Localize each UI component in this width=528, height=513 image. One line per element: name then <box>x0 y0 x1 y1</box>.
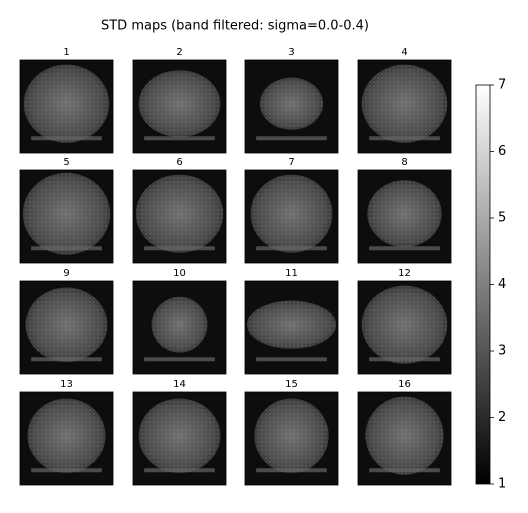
panel-frame <box>132 280 227 375</box>
panel-title: 16 <box>398 379 411 390</box>
panel-frame <box>132 169 227 264</box>
colorbar-tick-label: 7 <box>498 78 506 93</box>
panel-table <box>144 357 215 362</box>
panel-texture <box>22 172 111 255</box>
panel-texture <box>254 398 329 473</box>
panel-title: 11 <box>285 268 298 279</box>
panel-texture <box>246 300 337 349</box>
panel-title: 8 <box>401 157 407 168</box>
panel-title: 4 <box>401 47 407 58</box>
panel-frame <box>244 280 339 375</box>
panel-texture <box>367 180 442 248</box>
panel-title: 2 <box>176 47 182 58</box>
panel-texture <box>361 285 448 364</box>
panel-title: 12 <box>398 268 411 279</box>
panel-texture <box>23 64 110 143</box>
panel-table <box>31 357 102 362</box>
panel-table <box>31 468 102 473</box>
panel-texture <box>151 296 208 353</box>
panel-texture <box>25 287 108 362</box>
panel-table <box>369 468 440 473</box>
panel-title: 13 <box>60 379 73 390</box>
panel-table <box>256 357 327 362</box>
panel-table <box>144 246 215 251</box>
colorbar-tick-label: 5 <box>498 211 506 226</box>
panel-title: 1 <box>63 47 69 58</box>
panel-table <box>256 468 327 473</box>
panel-frame <box>244 391 339 486</box>
colorbar-gradient <box>475 84 491 485</box>
colorbar-tick-label: 3 <box>498 344 506 359</box>
colorbar-tick-label: 1 <box>498 477 506 492</box>
colorbar-tick-label: 6 <box>498 144 506 159</box>
panel-frame <box>19 169 114 264</box>
panel-title: 15 <box>285 379 298 390</box>
panel-title: 6 <box>176 157 182 168</box>
panel-table <box>31 246 102 251</box>
panel-table <box>369 357 440 362</box>
panel-texture <box>361 64 448 143</box>
colorbar-tick-label: 4 <box>498 277 506 292</box>
panel-title: 5 <box>63 157 69 168</box>
panel-table <box>369 136 440 141</box>
panel-frame <box>357 59 452 154</box>
colorbar-tick-label: 2 <box>498 410 506 425</box>
panel-texture <box>138 70 221 138</box>
panel-title: 9 <box>63 268 69 279</box>
panel-frame <box>357 391 452 486</box>
panel-frame <box>19 391 114 486</box>
panel-texture <box>250 174 333 253</box>
panel-table <box>256 136 327 141</box>
panel-table <box>144 136 215 141</box>
panel-frame <box>357 280 452 375</box>
panel-frame <box>19 59 114 154</box>
panel-texture <box>259 77 324 130</box>
panel-frame <box>244 59 339 154</box>
panel-frame <box>357 169 452 264</box>
colorbar: 1 2 3 4 5 6 7 <box>475 78 506 492</box>
panel-table <box>369 246 440 251</box>
panel-table <box>144 468 215 473</box>
panel-frame <box>19 280 114 375</box>
panel-frame <box>244 169 339 264</box>
panel-table <box>31 136 102 141</box>
panel-frame <box>132 391 227 486</box>
panel-table <box>256 246 327 251</box>
panel-texture <box>27 398 106 473</box>
figure-title: STD maps (band filtered: sigma=0.0-0.4) <box>101 19 369 34</box>
panel-title: 10 <box>173 268 186 279</box>
panel-title: 3 <box>288 47 294 58</box>
panel-title: 7 <box>288 157 294 168</box>
panel-texture <box>138 398 221 473</box>
panel-texture <box>135 174 224 253</box>
panel-texture <box>365 396 444 475</box>
panel-frame <box>132 59 227 154</box>
panel-title: 14 <box>173 379 186 390</box>
